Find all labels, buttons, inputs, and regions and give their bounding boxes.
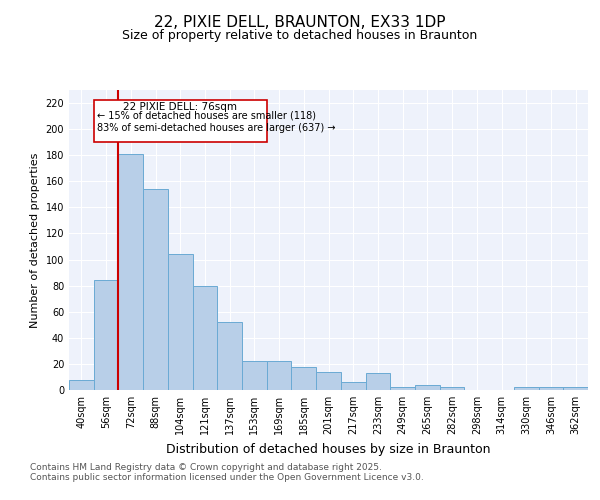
Bar [292, 366, 316, 390]
Bar [514, 388, 539, 390]
Text: Size of property relative to detached houses in Braunton: Size of property relative to detached ho… [122, 30, 478, 43]
Bar [168, 254, 193, 390]
Bar [563, 388, 588, 390]
Bar [415, 385, 440, 390]
FancyBboxPatch shape [94, 100, 267, 142]
Bar [539, 388, 563, 390]
X-axis label: Distribution of detached houses by size in Braunton: Distribution of detached houses by size … [166, 442, 491, 456]
Bar [365, 373, 390, 390]
Y-axis label: Number of detached properties: Number of detached properties [30, 152, 40, 328]
Bar [316, 372, 341, 390]
Text: 22, PIXIE DELL, BRAUNTON, EX33 1DP: 22, PIXIE DELL, BRAUNTON, EX33 1DP [154, 15, 446, 30]
Bar [118, 154, 143, 390]
Text: ← 15% of detached houses are smaller (118): ← 15% of detached houses are smaller (11… [97, 110, 316, 120]
Bar [242, 362, 267, 390]
Text: 83% of semi-detached houses are larger (637) →: 83% of semi-detached houses are larger (… [97, 122, 336, 132]
Bar [267, 362, 292, 390]
Text: Contains HM Land Registry data © Crown copyright and database right 2025.
Contai: Contains HM Land Registry data © Crown c… [30, 463, 424, 482]
Bar [94, 280, 118, 390]
Bar [217, 322, 242, 390]
Text: 22 PIXIE DELL: 76sqm: 22 PIXIE DELL: 76sqm [123, 102, 237, 112]
Bar [193, 286, 217, 390]
Bar [390, 388, 415, 390]
Bar [341, 382, 365, 390]
Bar [440, 388, 464, 390]
Bar [143, 189, 168, 390]
Bar [69, 380, 94, 390]
